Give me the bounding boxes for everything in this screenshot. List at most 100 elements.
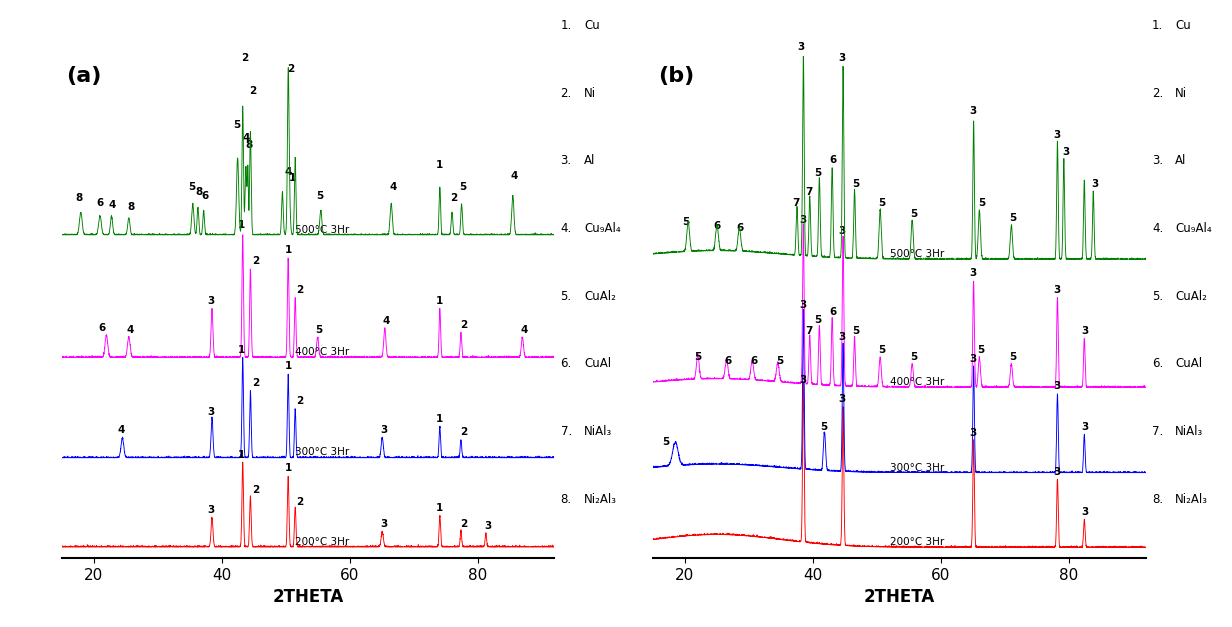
Text: CuAl₂: CuAl₂: [1175, 290, 1207, 303]
Text: 3: 3: [798, 300, 806, 310]
Text: 5: 5: [978, 198, 986, 208]
Text: 5.: 5.: [1152, 290, 1163, 303]
Text: 1: 1: [238, 450, 245, 460]
Text: 2: 2: [296, 497, 303, 507]
Text: 300°C 3Hr: 300°C 3Hr: [890, 463, 944, 473]
Text: 3: 3: [839, 53, 846, 63]
Text: 4: 4: [520, 325, 527, 335]
Text: 6: 6: [750, 356, 758, 366]
Text: 3: 3: [484, 521, 492, 531]
Text: 2: 2: [240, 53, 248, 63]
Text: 7.: 7.: [1152, 425, 1163, 438]
Text: 3: 3: [839, 332, 846, 342]
Text: 5: 5: [853, 326, 860, 336]
Text: 5: 5: [853, 179, 860, 189]
Text: 3: 3: [1092, 179, 1099, 189]
Text: 5: 5: [910, 209, 918, 219]
X-axis label: 2THETA: 2THETA: [864, 588, 935, 606]
Text: Cu: Cu: [1175, 19, 1191, 32]
Text: 3: 3: [381, 519, 388, 529]
Text: 6.: 6.: [1152, 357, 1163, 371]
Text: 7.: 7.: [561, 425, 572, 438]
Text: 3: 3: [797, 42, 804, 52]
Text: 7: 7: [806, 187, 813, 197]
Text: 5: 5: [1009, 213, 1016, 223]
Text: 6: 6: [737, 223, 743, 233]
Text: 5: 5: [663, 437, 670, 447]
Text: (b): (b): [658, 66, 694, 87]
Text: 3: 3: [839, 226, 846, 236]
Text: 3: 3: [970, 106, 977, 116]
Text: 1: 1: [435, 414, 442, 424]
Text: 3: 3: [798, 215, 806, 225]
Text: 1: 1: [435, 503, 442, 514]
Text: 8.: 8.: [561, 493, 572, 506]
Text: 5: 5: [1009, 352, 1016, 362]
Text: 7: 7: [806, 326, 813, 336]
Text: 5: 5: [821, 422, 828, 432]
Text: 3: 3: [1082, 507, 1089, 517]
Text: 4: 4: [118, 425, 126, 435]
Text: 2: 2: [296, 285, 303, 295]
Text: 4.: 4.: [561, 222, 572, 235]
Text: 1.: 1.: [1152, 19, 1163, 32]
Text: 200°C 3Hr: 200°C 3Hr: [296, 537, 350, 547]
Text: NiAl₃: NiAl₃: [584, 425, 612, 438]
Text: 3: 3: [1053, 381, 1061, 391]
Text: Cu₉Al₄: Cu₉Al₄: [584, 222, 621, 235]
Text: Cu: Cu: [584, 19, 600, 32]
Text: 3: 3: [1053, 285, 1061, 295]
Text: 3: 3: [1062, 147, 1069, 157]
Text: 8: 8: [75, 193, 83, 203]
Text: 1.: 1.: [561, 19, 572, 32]
Text: 1: 1: [435, 160, 442, 170]
Text: 6: 6: [724, 356, 732, 366]
Text: 2: 2: [287, 64, 294, 74]
Text: 1: 1: [238, 345, 245, 355]
Text: 5: 5: [977, 345, 984, 355]
Text: 3.: 3.: [561, 154, 572, 167]
Text: 5: 5: [910, 352, 918, 362]
Text: Al: Al: [1175, 154, 1186, 167]
Text: 4: 4: [285, 167, 292, 177]
Text: 3: 3: [207, 296, 214, 306]
Text: 8.: 8.: [1152, 493, 1163, 506]
Text: 5: 5: [681, 217, 689, 227]
Text: 4.: 4.: [1152, 222, 1163, 235]
Text: 8: 8: [245, 140, 253, 150]
Text: 1: 1: [238, 220, 245, 230]
Text: 5: 5: [233, 120, 240, 130]
Text: CuAl: CuAl: [584, 357, 611, 371]
Text: 3: 3: [207, 408, 214, 418]
Text: 8: 8: [127, 203, 134, 213]
Text: 500°C 3Hr: 500°C 3Hr: [296, 224, 350, 234]
Text: 4: 4: [108, 200, 116, 210]
Text: 5: 5: [776, 356, 784, 366]
Text: 2: 2: [296, 396, 303, 406]
Text: 1: 1: [285, 463, 292, 473]
Text: 500°C 3Hr: 500°C 3Hr: [890, 249, 944, 259]
Text: 5: 5: [460, 182, 467, 192]
Text: 1: 1: [288, 173, 296, 183]
Text: 5: 5: [188, 182, 196, 192]
Text: 5.: 5.: [561, 290, 572, 303]
Text: 2: 2: [460, 320, 467, 330]
Text: Cu₉Al₄: Cu₉Al₄: [1175, 222, 1212, 235]
Text: 6: 6: [713, 221, 721, 231]
Text: 5: 5: [695, 352, 702, 362]
Text: 2: 2: [249, 87, 256, 97]
Text: 3: 3: [1082, 422, 1089, 432]
Text: 1: 1: [435, 296, 442, 306]
Text: 2: 2: [251, 378, 259, 388]
Text: Ni₂Al₃: Ni₂Al₃: [1175, 493, 1209, 506]
Text: 400°C 3Hr: 400°C 3Hr: [296, 347, 350, 357]
Text: 3: 3: [1053, 130, 1061, 140]
Text: 5: 5: [814, 315, 822, 325]
Text: 1: 1: [285, 361, 292, 371]
Text: 3: 3: [970, 268, 977, 278]
Text: 3: 3: [839, 394, 846, 404]
Text: 6.: 6.: [561, 357, 572, 371]
Text: 4: 4: [511, 171, 519, 181]
Text: 5: 5: [317, 191, 324, 201]
Text: Ni: Ni: [1175, 87, 1188, 100]
